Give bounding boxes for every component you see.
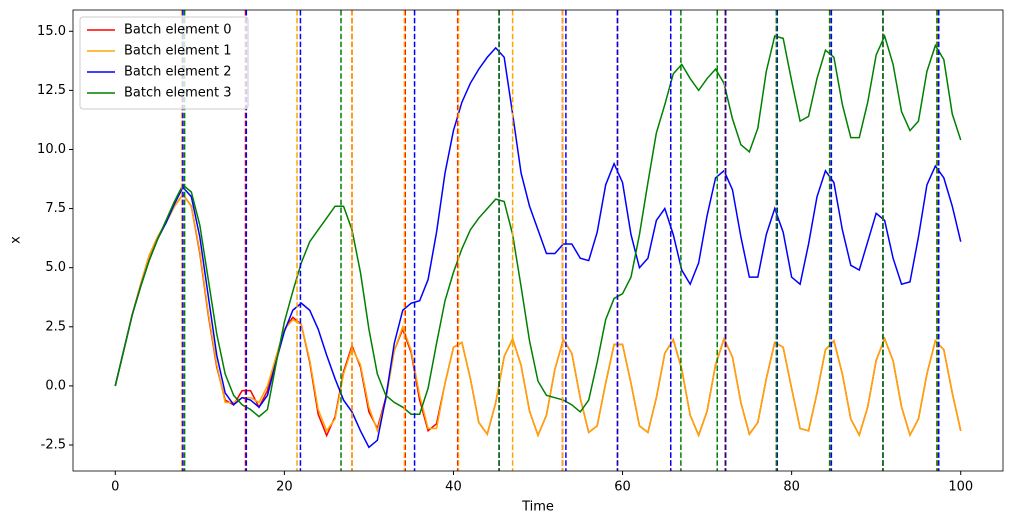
series-line <box>114 46 962 449</box>
x-tick-label: 100 <box>948 480 973 495</box>
plot-frame <box>72 9 1004 472</box>
x-axis-label: Time <box>521 500 554 515</box>
y-tick-label: 12.5 <box>37 83 66 98</box>
series-line <box>114 193 962 438</box>
y-tick-label: 2.5 <box>45 319 66 334</box>
legend-box <box>79 16 249 110</box>
y-tick-label: 7.5 <box>45 201 66 216</box>
y-tick-label: 5.0 <box>45 260 66 275</box>
legend-label: Batch element 1 <box>124 44 232 59</box>
x-tick-label: 0 <box>111 480 119 495</box>
x-tick-label: 20 <box>276 480 293 495</box>
legend-label: Batch element 0 <box>124 23 232 38</box>
x-tick-label: 80 <box>783 480 800 495</box>
y-tick-label: 15.0 <box>37 24 66 39</box>
y-axis-label: x <box>9 236 24 244</box>
series-line <box>114 33 962 418</box>
legend-label: Batch element 2 <box>124 65 232 80</box>
y-tick-label: 0.0 <box>45 378 66 393</box>
x-tick-label: 40 <box>445 480 462 495</box>
x-tick-label: 60 <box>614 480 631 495</box>
y-tick-label: 10.0 <box>37 142 66 157</box>
legend-label: Batch element 3 <box>124 86 232 101</box>
y-tick-label: -2.5 <box>41 437 66 452</box>
